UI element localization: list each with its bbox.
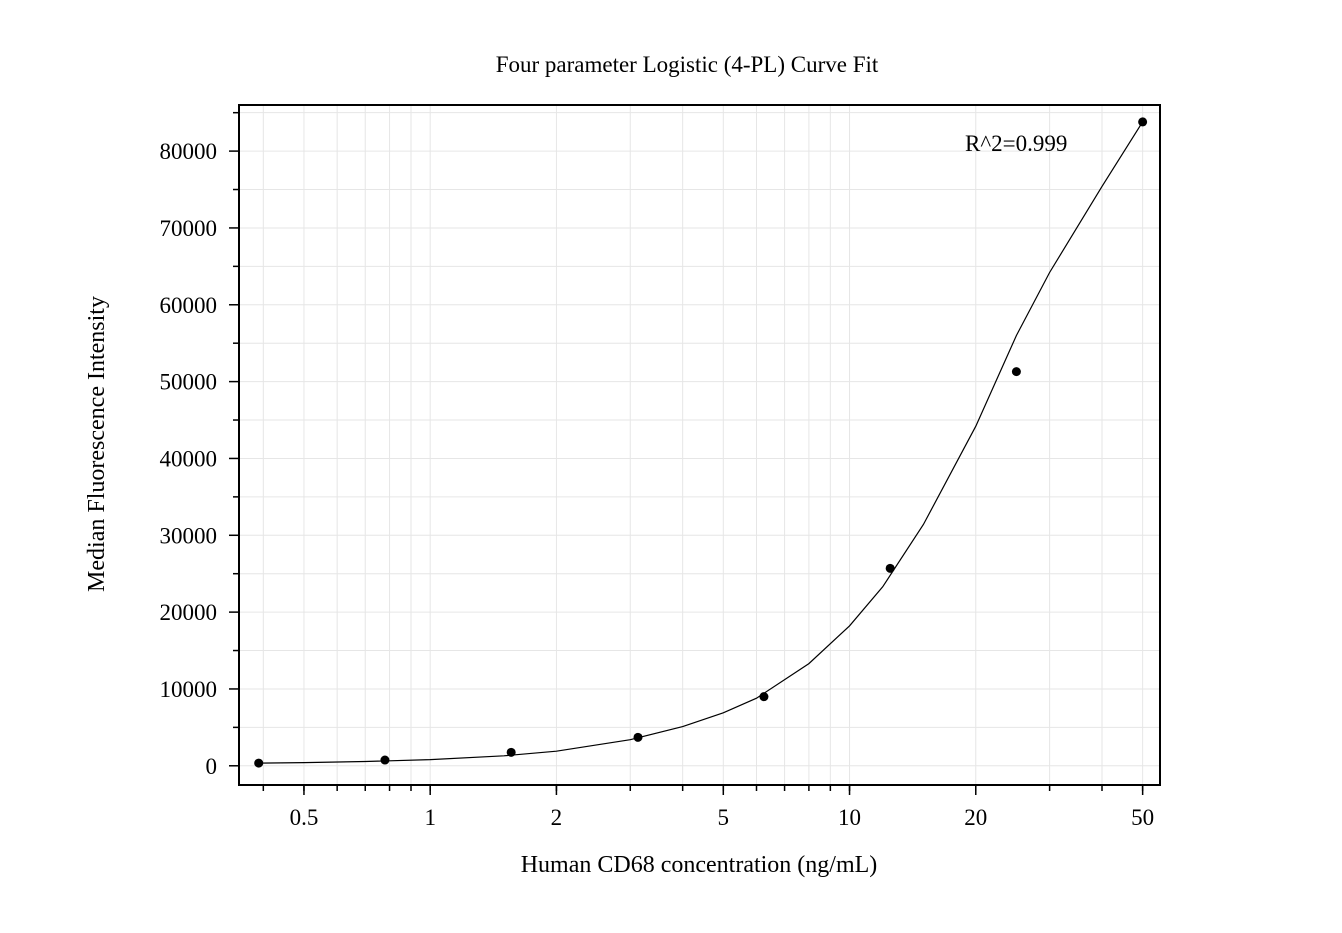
y-tick-label: 40000 <box>160 446 218 471</box>
y-tick-label: 70000 <box>160 216 218 241</box>
x-tick-label: 5 <box>718 805 730 830</box>
x-tick-label: 0.5 <box>290 805 319 830</box>
data-point <box>633 732 643 742</box>
y-tick-label: 60000 <box>160 293 218 318</box>
axes: 0.5 1 2 5 10 20 50 0 10000 20000 30000 40000 50000 60… <box>160 111 1154 830</box>
x-tick-label: 50 <box>1131 805 1154 830</box>
x-tick-label: 1 <box>424 805 436 830</box>
y-tick-label: 10000 <box>160 677 218 702</box>
data-points <box>254 117 1148 768</box>
chart-title: Four parameter Logistic (4-PL) Curve Fit <box>496 52 879 77</box>
y-axis-label: Median Fluorescence Intensity <box>84 296 110 592</box>
data-point <box>759 692 769 702</box>
data-point <box>885 563 895 573</box>
data-point <box>506 747 516 757</box>
y-tick-label: 80000 <box>160 139 218 164</box>
data-point <box>380 755 390 765</box>
y-tick-label: 20000 <box>160 600 218 625</box>
fit-curve-line <box>258 121 1144 764</box>
x-tick-label: 10 <box>838 805 861 830</box>
data-point <box>1138 117 1148 127</box>
y-tick-label: 50000 <box>160 370 218 395</box>
grid <box>239 105 1160 785</box>
data-point <box>1011 367 1021 377</box>
x-tick-label: 2 <box>551 805 563 830</box>
plot-frame <box>238 104 1161 786</box>
y-tick-label: 30000 <box>160 523 218 548</box>
x-axis-label: Human CD68 concentration (ng/mL) <box>521 852 878 878</box>
data-point <box>254 758 264 768</box>
x-tick-label: 20 <box>964 805 987 830</box>
fit-curve-layer <box>258 121 1144 764</box>
r-squared-annotation: R^2=0.999 <box>965 131 1067 156</box>
y-tick-label: 0 <box>206 754 218 779</box>
